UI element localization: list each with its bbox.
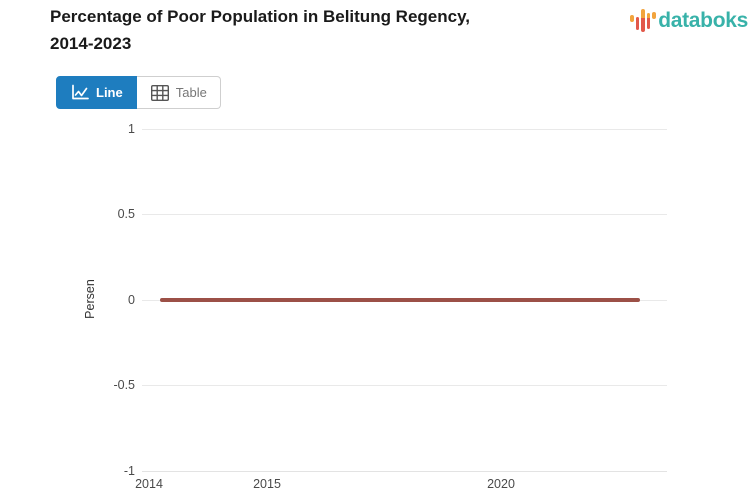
brand-wordmark: databoks — [658, 9, 748, 32]
line-view-label: Line — [96, 85, 123, 100]
gridline-row: 1 — [0, 121, 753, 137]
x-axis-tick-label: 2015 — [253, 477, 281, 491]
y-axis-tick-label: 0.5 — [117, 207, 135, 221]
line-chart-icon — [70, 84, 90, 102]
x-axis-tick-label: 2014 — [135, 477, 163, 491]
gridline — [142, 385, 667, 386]
y-axis-tick-label: -1 — [123, 464, 135, 478]
title-line-1: Percentage of Poor Population in Belitun… — [50, 7, 471, 26]
gridline-row: -0.5 — [0, 377, 753, 393]
gridline-row: 0.5 — [0, 206, 753, 222]
gridline — [142, 214, 667, 215]
y-axis-tick-label: 1 — [128, 122, 135, 136]
page-title: Percentage of Poor Population in Belitun… — [50, 3, 510, 57]
x-axis-line — [142, 471, 667, 472]
table-view-button[interactable]: Table — [136, 76, 221, 109]
title-line-2: 2014-2023 — [50, 34, 132, 53]
table-grid-icon — [150, 84, 170, 102]
y-axis-title: Persen — [83, 279, 97, 319]
line-view-button[interactable]: Line — [56, 76, 137, 109]
data-series-line[interactable] — [160, 298, 640, 302]
y-axis-tick-label: 0 — [128, 293, 135, 307]
table-view-label: Table — [175, 85, 207, 100]
bar-pulse-icon — [630, 7, 657, 35]
gridline-row: -1 — [0, 463, 753, 479]
databoks-logo[interactable]: databoks — [630, 7, 748, 35]
y-axis-tick-label: -0.5 — [113, 378, 135, 392]
x-axis-tick-label: 2020 — [487, 477, 515, 491]
gridline — [142, 129, 667, 130]
view-toggle: Line Table — [56, 76, 221, 109]
